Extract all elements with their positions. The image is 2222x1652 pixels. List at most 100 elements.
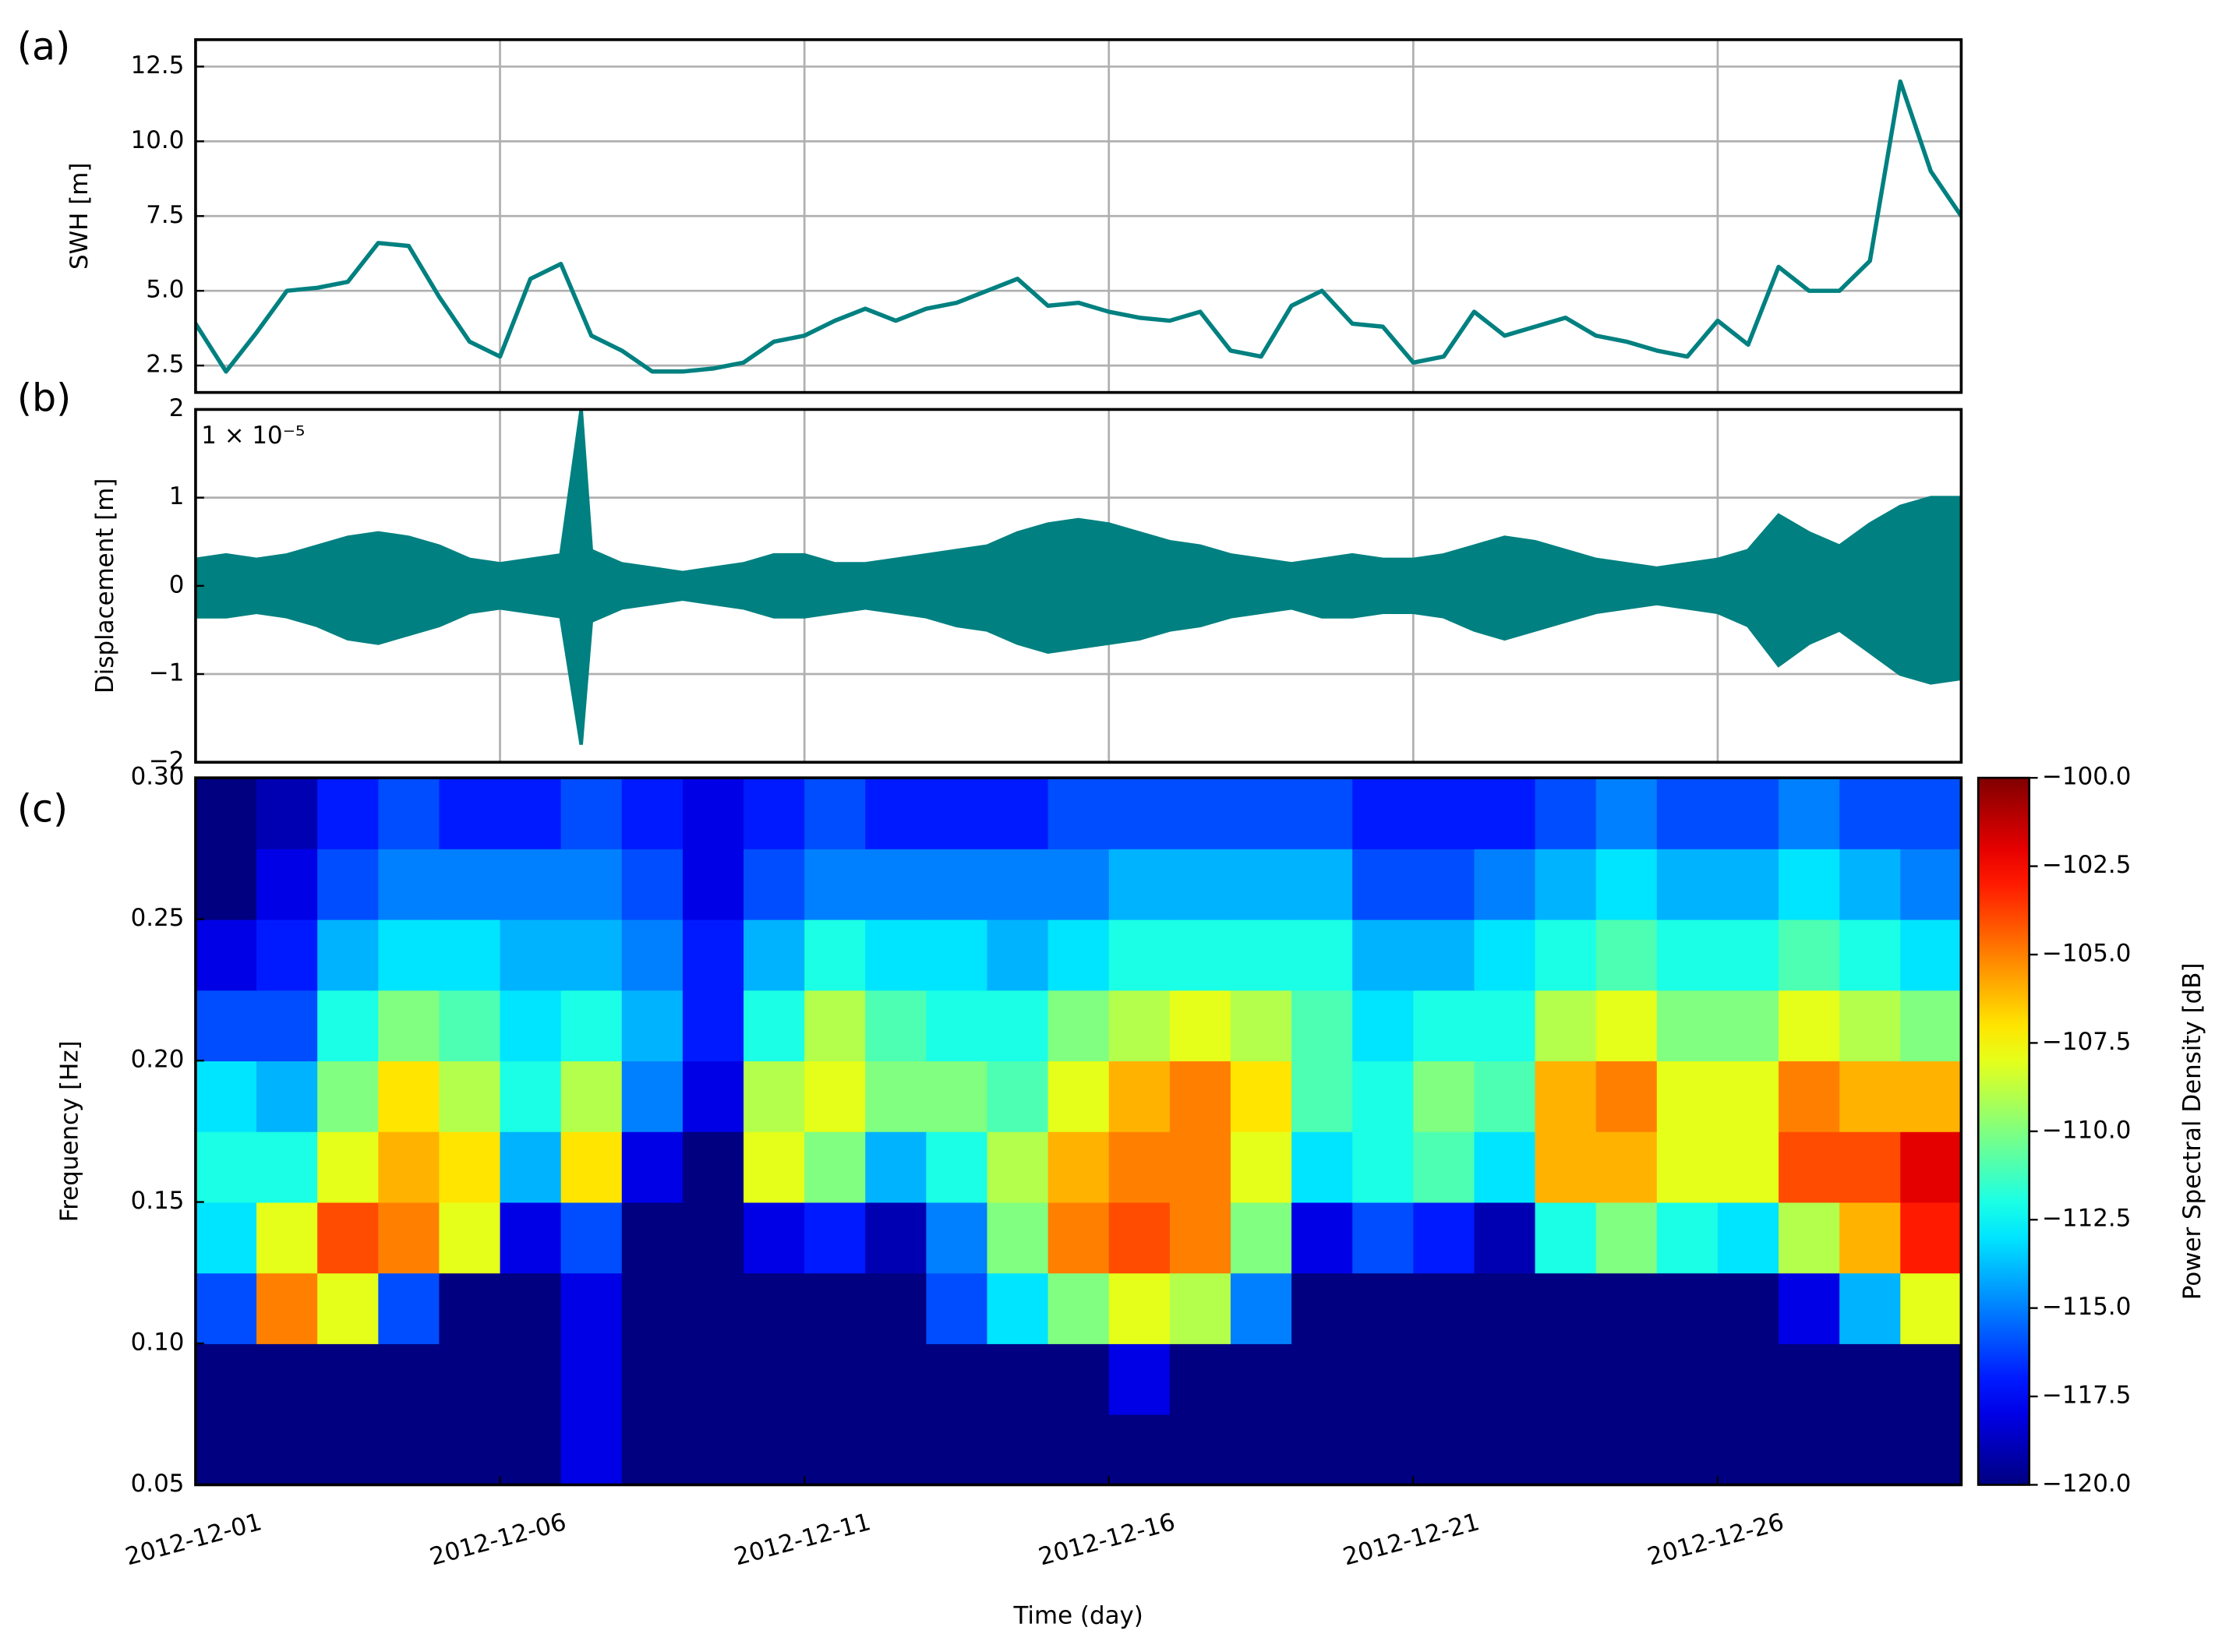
heatmap-cell: [1900, 1414, 1962, 1485]
heatmap-cell: [1717, 1343, 1779, 1415]
heatmap-cell: [1108, 1131, 1171, 1203]
heatmap-cell: [1352, 1202, 1415, 1274]
axes-frame: [194, 776, 1963, 1487]
heatmap-cell: [195, 1414, 257, 1485]
heatmap-cell: [1413, 1202, 1475, 1274]
heatmap-cell: [1047, 1131, 1110, 1203]
heatmap-cell: [1413, 778, 1475, 849]
heatmap-cell: [1779, 1343, 1841, 1415]
heatmap-cell: [1108, 1061, 1171, 1132]
y-tick-label: 0: [169, 570, 185, 598]
heatmap-cell: [621, 1061, 684, 1132]
heatmap-cell: [1047, 1202, 1110, 1274]
scale-label: 1 × 10⁻⁵: [201, 422, 305, 450]
heatmap-cell: [1169, 1343, 1231, 1415]
plot-area: [195, 778, 1962, 1485]
heatmap-cell: [439, 990, 501, 1062]
y-axis-label: SWH [m]: [65, 163, 94, 270]
heatmap-cell: [500, 1343, 562, 1415]
heatmap-cell: [1230, 1343, 1293, 1415]
heatmap-cell: [1352, 1414, 1415, 1485]
heatmap-cell: [1535, 848, 1597, 920]
heatmap-cell: [682, 1414, 744, 1485]
heatmap-cell: [1717, 1273, 1779, 1344]
heatmap-cell: [439, 1343, 501, 1415]
heatmap-cell: [560, 1202, 623, 1274]
envelope-line: [195, 597, 1962, 745]
heatmap-cell: [317, 848, 380, 920]
y-tick-label: 0.20: [131, 1046, 185, 1074]
heatmap-cell: [378, 1343, 440, 1415]
heatmap-cell: [1169, 1061, 1231, 1132]
heatmap-cell: [1595, 778, 1658, 849]
heatmap-cell: [865, 1414, 927, 1485]
heatmap-cell: [1779, 990, 1841, 1062]
heatmap-cell: [560, 990, 623, 1062]
heatmap-cell: [865, 990, 927, 1062]
heatmap-cell: [1839, 1061, 1902, 1132]
y-tick-label: 2.5: [146, 351, 184, 379]
heatmap-cell: [1535, 778, 1597, 849]
heatmap-cell: [804, 990, 867, 1062]
heatmap-cell: [1779, 1061, 1841, 1132]
heatmap-cell: [500, 1061, 562, 1132]
heatmap-cell: [1413, 1061, 1475, 1132]
heatmap-cell: [1535, 1202, 1597, 1274]
heatmap-cell: [378, 1061, 440, 1132]
plot-area: [195, 39, 1962, 393]
heatmap-cell: [926, 1131, 988, 1203]
heatmap-cell: [621, 919, 684, 991]
heatmap-cell: [682, 778, 744, 849]
heatmap-cell: [1047, 919, 1110, 991]
heatmap-cell: [1108, 990, 1171, 1062]
heatmap-cell: [439, 919, 501, 991]
heatmap-cell: [744, 778, 806, 849]
heatmap-cell: [682, 1061, 744, 1132]
heatmap-cell: [621, 848, 684, 920]
heatmap-cell: [1169, 1202, 1231, 1274]
heatmap-cell: [1352, 1273, 1415, 1344]
heatmap-cell: [1474, 1061, 1536, 1132]
heatmap-cell: [1413, 1131, 1475, 1203]
heatmap-cell: [256, 1061, 319, 1132]
heatmap-cell: [1595, 990, 1658, 1062]
heatmap-cell: [1047, 778, 1110, 849]
heatmap-cell: [682, 1343, 744, 1415]
heatmap-cell: [1169, 778, 1231, 849]
y-tick-label: 5.0: [146, 276, 184, 304]
heatmap-cell: [1291, 1061, 1354, 1132]
heatmap-cell: [804, 1343, 867, 1415]
heatmap-cell: [865, 1061, 927, 1132]
heatmap-cell: [1839, 848, 1902, 920]
heatmap-cell: [1535, 1131, 1597, 1203]
heatmap-cell: [1230, 990, 1293, 1062]
heatmap-cell: [1900, 848, 1962, 920]
colorbar-tick-label: −102.5: [2042, 851, 2131, 879]
heatmap-cell: [378, 848, 440, 920]
heatmap-cell: [1108, 919, 1171, 991]
y-tick-label: 7.5: [146, 201, 184, 229]
colorbar-tick-label: −100.0: [2042, 763, 2131, 791]
y-tick-label: 0.05: [131, 1470, 185, 1498]
heatmap-cell: [1595, 1343, 1658, 1415]
heatmap-cell: [926, 1061, 988, 1132]
heatmap-cell: [317, 1273, 380, 1344]
heatmap-cell: [987, 778, 1049, 849]
heatmap-cell: [1108, 848, 1171, 920]
heatmap-cell: [1535, 919, 1597, 991]
heatmap-cell: [926, 990, 988, 1062]
heatmap-cell: [1474, 1414, 1536, 1485]
heatmap-cell: [1108, 778, 1171, 849]
y-tick-label: 1: [169, 482, 185, 510]
heatmap-cell: [1595, 1061, 1658, 1132]
heatmap-cell: [1413, 1343, 1475, 1415]
colorbar-tick-label: −112.5: [2042, 1205, 2131, 1233]
heatmap-cell: [744, 1343, 806, 1415]
heatmap-cell: [1900, 1202, 1962, 1274]
envelope-fill: [195, 409, 1962, 745]
heatmap-cell: [500, 919, 562, 991]
colorbar-tick-label: −117.5: [2042, 1382, 2131, 1410]
heatmap-cell: [1717, 1061, 1779, 1132]
